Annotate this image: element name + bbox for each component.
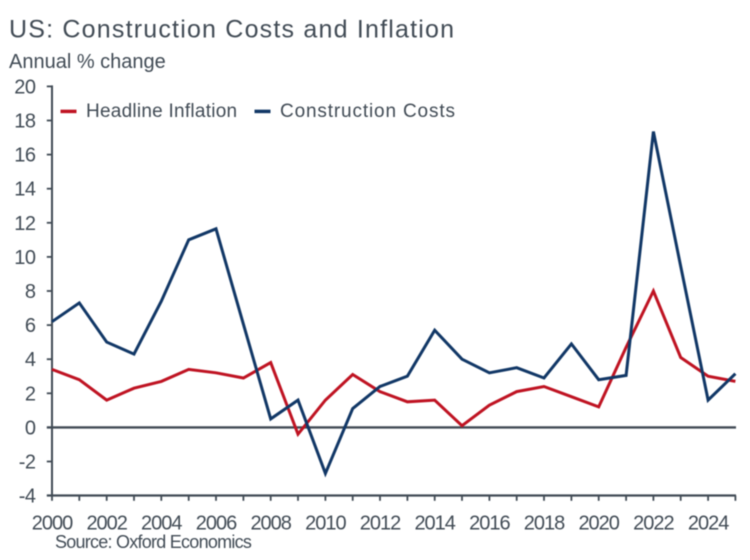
svg-text:2: 2 xyxy=(25,383,36,405)
svg-text:2016: 2016 xyxy=(469,512,510,534)
svg-text:2008: 2008 xyxy=(250,512,291,534)
svg-text:14: 14 xyxy=(14,179,36,201)
svg-text:Source: Oxford Economics: Source: Oxford Economics xyxy=(55,532,252,552)
svg-text:0: 0 xyxy=(25,417,36,439)
svg-text:-4: -4 xyxy=(19,486,36,508)
svg-text:2018: 2018 xyxy=(524,512,565,534)
svg-text:2010: 2010 xyxy=(305,512,346,534)
svg-text:2022: 2022 xyxy=(633,512,674,534)
svg-text:Headline Inflation: Headline Inflation xyxy=(86,101,237,122)
svg-text:8: 8 xyxy=(25,281,36,303)
svg-text:2014: 2014 xyxy=(414,512,455,534)
svg-text:12: 12 xyxy=(14,213,36,235)
svg-text:16: 16 xyxy=(14,145,36,167)
svg-text:10: 10 xyxy=(14,247,36,269)
svg-text:4: 4 xyxy=(25,349,36,371)
svg-text:6: 6 xyxy=(25,315,36,337)
svg-text:2020: 2020 xyxy=(578,512,619,534)
svg-text:Construction Costs: Construction Costs xyxy=(280,101,456,122)
svg-text:Annual % change: Annual % change xyxy=(9,51,166,73)
svg-text:2004: 2004 xyxy=(141,512,182,534)
svg-text:2002: 2002 xyxy=(86,512,127,534)
svg-text:2000: 2000 xyxy=(32,512,73,534)
svg-text:18: 18 xyxy=(14,111,36,133)
svg-text:-2: -2 xyxy=(19,452,36,474)
svg-text:2012: 2012 xyxy=(360,512,401,534)
svg-text:2024: 2024 xyxy=(688,512,729,534)
svg-text:20: 20 xyxy=(14,76,36,98)
svg-text:2006: 2006 xyxy=(196,512,237,534)
svg-text:US: Construction Costs and Inf: US: Construction Costs and Inflation xyxy=(9,16,455,44)
